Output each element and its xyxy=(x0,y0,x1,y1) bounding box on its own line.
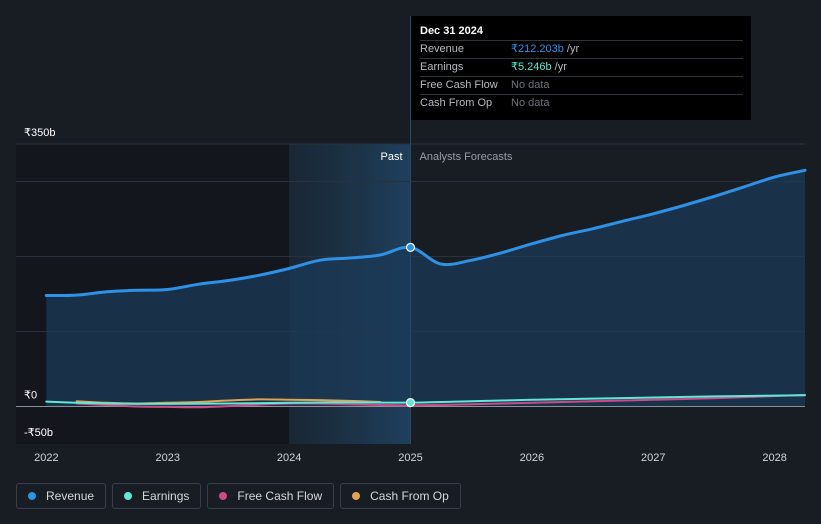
x-tick-label: 2026 xyxy=(520,452,544,464)
legend-item-earnings[interactable]: Earnings xyxy=(112,483,202,509)
tooltip-label: Cash From Op xyxy=(420,97,493,109)
tooltip-label: Free Cash Flow xyxy=(420,79,498,91)
tooltip-row-cash-from-op: Cash From Op No data xyxy=(420,94,743,112)
x-tick-label: 2025 xyxy=(398,452,422,464)
legend-label: Earnings xyxy=(142,489,190,503)
series-line-revenue xyxy=(44,168,807,298)
tooltip-value: No data xyxy=(511,79,550,91)
legend-label: Free Cash Flow xyxy=(237,489,323,503)
legend-dot-icon xyxy=(352,492,361,500)
tooltip: Dec 31 2024 Revenue ₹212.203b /yr Earnin… xyxy=(411,16,751,120)
tooltip-value: No data xyxy=(511,97,550,109)
legend-dot-icon xyxy=(219,492,228,500)
y-tick-label: ₹0 xyxy=(24,390,37,402)
tooltip-row-earnings: Earnings ₹5.246b /yr xyxy=(420,58,743,76)
series-line-free-cash-flow xyxy=(75,393,806,409)
y-tick-label: -₹50b xyxy=(24,427,53,439)
tooltip-unit: /yr xyxy=(554,61,567,73)
legend-item-cash-from-op[interactable]: Cash From Op xyxy=(340,483,461,509)
legend-dot-icon xyxy=(124,492,133,500)
legend-item-free-cash-flow[interactable]: Free Cash Flow xyxy=(207,483,335,509)
legend-dot-icon xyxy=(28,492,36,500)
highlight-point-revenue xyxy=(405,242,416,252)
y-tick-label: ₹350b xyxy=(24,127,55,139)
x-tick-label: 2027 xyxy=(641,452,665,464)
legend-label: Revenue xyxy=(46,489,95,503)
tooltip-row-revenue: Revenue ₹212.203b /yr xyxy=(420,40,743,58)
tooltip-label: Earnings xyxy=(420,61,464,73)
x-tick-label: 2022 xyxy=(34,452,58,464)
tooltip-value: ₹212.203b xyxy=(511,43,564,55)
x-tick-label: 2024 xyxy=(277,452,301,464)
past-label: Past xyxy=(380,151,402,163)
tooltip-value: ₹5.246b xyxy=(511,61,552,73)
legend: Revenue Earnings Free Cash Flow Cash Fro… xyxy=(16,483,461,509)
tooltip-row-free-cash-flow: Free Cash Flow No data xyxy=(420,76,743,94)
x-tick-label: 2023 xyxy=(155,452,179,464)
x-tick-label: 2028 xyxy=(762,452,786,464)
highlight-point-earnings xyxy=(405,398,416,408)
forecast-label: Analysts Forecasts xyxy=(420,151,513,163)
legend-item-revenue[interactable]: Revenue xyxy=(16,483,107,509)
revenue-area xyxy=(46,170,806,407)
series-line-earnings xyxy=(45,394,806,405)
legend-label: Cash From Op xyxy=(370,489,449,503)
tooltip-date: Dec 31 2024 xyxy=(420,25,483,37)
tooltip-label: Revenue xyxy=(420,43,465,55)
tooltip-unit: /yr xyxy=(566,43,580,55)
